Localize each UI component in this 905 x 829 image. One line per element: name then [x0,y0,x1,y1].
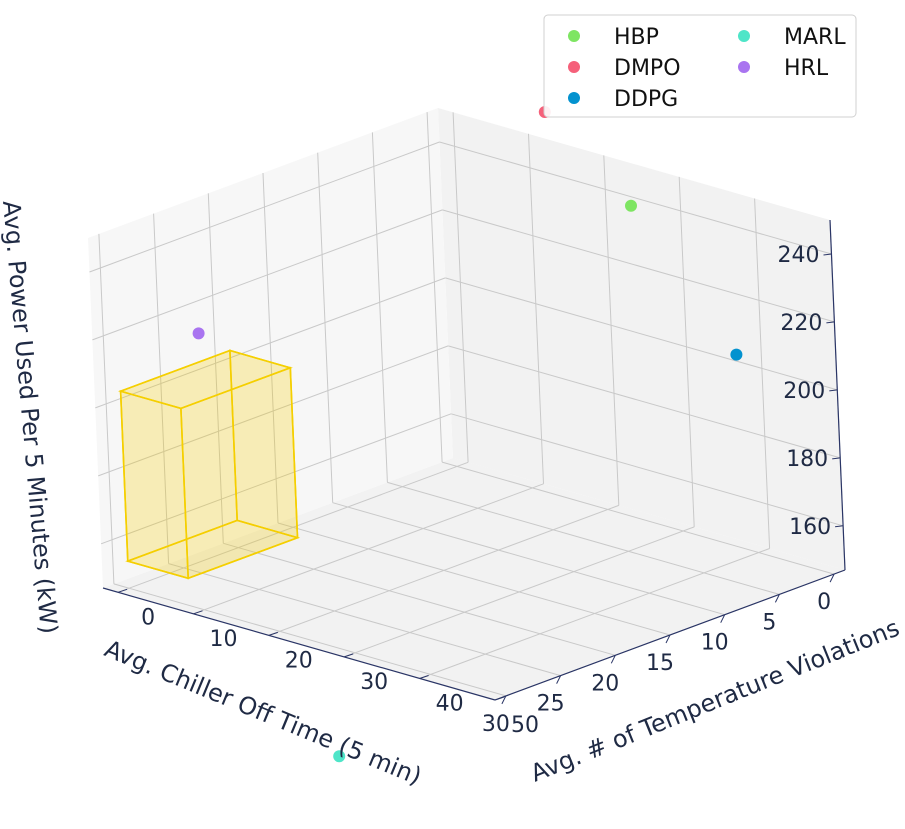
grid-line-x [332,502,725,616]
grid-line-z [445,277,838,391]
grid-line-y [268,504,619,636]
y-tick-label: 10 [210,627,238,652]
grid-line-y [193,483,544,615]
grid-line-z [450,413,844,527]
grid-line-x [262,172,279,524]
y-tick-label: 40 [436,692,464,717]
x-tick-label: 5 [762,610,776,635]
x-tick-label: 25 [537,692,565,717]
grid-line-x [426,112,443,463]
grid-line-x [168,563,561,677]
point-ddpg [730,348,743,361]
legend-label-dmpo: DMPO [614,56,681,81]
grid-line-z [95,277,446,409]
grid-line-x [371,132,388,483]
z-tick-mark [826,321,835,324]
x-tick-mark [556,675,562,684]
grid-line-y [528,133,544,484]
y-tick-label: 20 [285,648,313,673]
grid-line-y [452,112,469,463]
z-tick-label: 160 [789,515,831,540]
x-tick-mark [829,573,835,583]
x-tick-mark [501,695,507,705]
z-tick-label: 220 [780,311,822,336]
grid-line-x [223,542,616,656]
grid-line-z [92,209,443,341]
highlight-box-face [119,390,190,580]
x-tick-mark [610,655,616,664]
highlight-box-front [118,349,299,580]
grid-line-y [344,526,695,658]
grid-line-y [603,155,620,506]
x-tick-label: 30 [482,712,510,737]
legend-label-marl: MARL [784,25,846,50]
grid-line-x [207,193,224,544]
grid-line-z [442,209,835,323]
grid-line-x [441,461,835,575]
z-tick-label: 240 [778,243,820,268]
highlight-box-back [119,349,301,580]
z-axis-label: Avg. Power Used Per 5 Minutes (kW) [0,199,63,635]
x-tick-label: 0 [817,590,831,615]
grid-line-z [439,141,832,255]
z-tick-label: 180 [786,447,828,472]
grid-line-y [419,548,770,679]
grid-line-x [317,152,334,503]
grid-line-x [98,233,115,584]
legend-marker-hrl [738,61,750,73]
point-marl [333,750,346,763]
z-axis-line [829,219,846,571]
legend-label-hbp: HBP [614,25,659,50]
y-tick-mark [344,653,354,658]
x-tick-label: 15 [646,651,674,676]
z-tick-mark [829,389,838,392]
grid-line-x [153,213,170,564]
y-axis-line [102,587,496,701]
highlight-box-top [118,349,293,410]
x-tick-mark [665,634,671,644]
grid-line-z [89,141,440,273]
legend-marker-marl [738,30,750,42]
axes [102,219,846,705]
grid-line-z [100,413,452,545]
legend: HBP DMPO DDPG MARL HRL [543,14,857,118]
grid-line-x [113,583,507,697]
grid-line-y [754,198,771,549]
legend-marker-dmpo [568,61,580,73]
x-tick-mark [720,614,726,623]
z-tick-mark [832,457,841,460]
point-hrl [192,327,205,340]
grid-line-x [277,522,671,636]
legend-label-ddpg: DDPG [614,87,678,112]
y-tick-mark [419,675,429,679]
legend-marker-hbp [568,30,580,42]
y-tick-mark [193,610,203,615]
y-tick-mark [117,588,128,593]
grid-line-y [117,461,469,593]
grid-line-x [387,481,780,595]
grid-line-z [448,345,841,459]
axis-panes [88,108,845,700]
legend-frame [543,14,857,118]
z-tick-label: 200 [783,379,825,404]
legend-marker-ddpg [568,92,580,104]
y-tick-mark [494,696,505,701]
legend-label-hrl: HRL [784,56,829,81]
grid-line-y [678,176,695,527]
x-tick-label: 20 [591,671,619,696]
y-tick-label: 50 [511,713,539,738]
x-tick-mark [774,594,780,603]
y-tick-label: 0 [141,605,155,630]
grid-line-z [98,345,449,477]
point-hbp [625,199,637,212]
left-wall-pane [438,108,845,570]
z-tick-mark [835,525,844,528]
z-tick-mark [823,253,832,256]
y-tick-mark [268,631,278,636]
x-tick-label: 10 [701,631,729,656]
y-tick-label: 30 [360,670,388,695]
tick-labels: 0 5 10 15 20 25 30 0 10 20 30 40 50 160 180 200 220 240 [141,243,831,738]
